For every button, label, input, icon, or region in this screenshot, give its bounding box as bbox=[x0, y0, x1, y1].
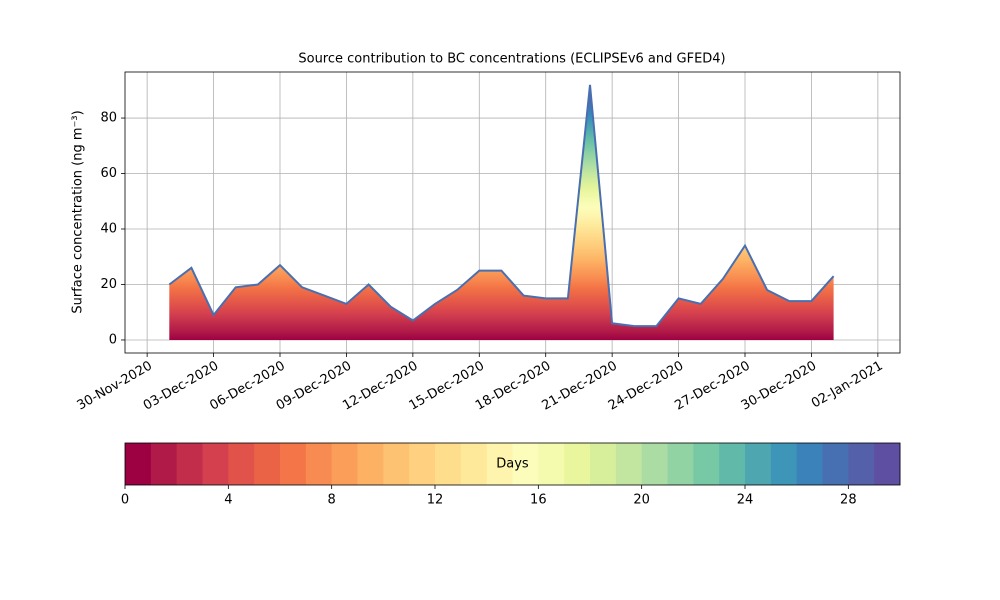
y-tick-label: 20 bbox=[100, 277, 117, 292]
chart-title: Source contribution to BC concentrations… bbox=[298, 52, 725, 67]
colorbar-cell bbox=[641, 443, 668, 485]
colorbar-cell bbox=[538, 443, 565, 485]
colorbar-cell bbox=[228, 443, 255, 485]
colorbar-cell bbox=[176, 443, 203, 485]
colorbar-tick-label: 8 bbox=[328, 493, 336, 508]
colorbar-cell bbox=[667, 443, 694, 485]
colorbar-cell bbox=[745, 443, 772, 485]
colorbar-tick-label: 20 bbox=[633, 493, 650, 508]
colorbar-tick-label: 24 bbox=[737, 493, 754, 508]
colorbar-cell bbox=[822, 443, 849, 485]
colorbar-tick-label: 16 bbox=[530, 493, 547, 508]
colorbar-cell bbox=[254, 443, 281, 485]
axes-frame bbox=[124, 71, 901, 354]
colorbar-tick-label: 12 bbox=[427, 493, 444, 508]
colorbar-tick-label: 28 bbox=[840, 493, 857, 508]
colorbar-cell bbox=[383, 443, 410, 485]
colorbar-cell bbox=[770, 443, 798, 485]
colorbar-cell bbox=[409, 443, 436, 485]
colorbar-cell bbox=[564, 443, 591, 485]
y-axis-label: Surface concentration (ng m⁻³) bbox=[71, 110, 86, 313]
colorbar-label: Days bbox=[496, 457, 529, 472]
colorbar-cell bbox=[848, 443, 875, 485]
y-tick-label: 80 bbox=[100, 111, 117, 126]
colorbar-cell bbox=[305, 443, 333, 485]
colorbar-cell bbox=[331, 443, 358, 485]
colorbar-cell bbox=[486, 443, 513, 485]
colorbar-cell bbox=[874, 443, 901, 485]
colorbar-cell bbox=[435, 443, 462, 485]
colorbar-cell bbox=[202, 443, 229, 485]
colorbar-cell bbox=[719, 443, 746, 485]
y-tick-label: 0 bbox=[109, 332, 117, 347]
colorbar-cell bbox=[512, 443, 539, 485]
x-tick-label: 02-Jan-2021 bbox=[809, 359, 886, 412]
area bbox=[169, 84, 834, 340]
colorbar-tick-label: 0 bbox=[121, 493, 129, 508]
area-outline bbox=[168, 84, 835, 328]
x-tick-label: 30-Dec-2020 bbox=[739, 359, 819, 414]
y-tick-label: 40 bbox=[100, 222, 117, 237]
colorbar-cell bbox=[150, 443, 178, 485]
colorbar-cell bbox=[615, 443, 643, 485]
colorbar-cell bbox=[357, 443, 384, 485]
colorbar-cell bbox=[590, 443, 617, 485]
colorbar-cell bbox=[796, 443, 823, 485]
y-tick-label: 60 bbox=[100, 166, 117, 181]
colorbar-cell bbox=[693, 443, 720, 485]
colorbar-cell bbox=[280, 443, 307, 485]
colorbar-cell bbox=[125, 443, 152, 485]
colorbar-frame bbox=[124, 442, 901, 486]
colorbar-cell bbox=[460, 443, 488, 485]
colorbar-tick-label: 4 bbox=[224, 493, 232, 508]
